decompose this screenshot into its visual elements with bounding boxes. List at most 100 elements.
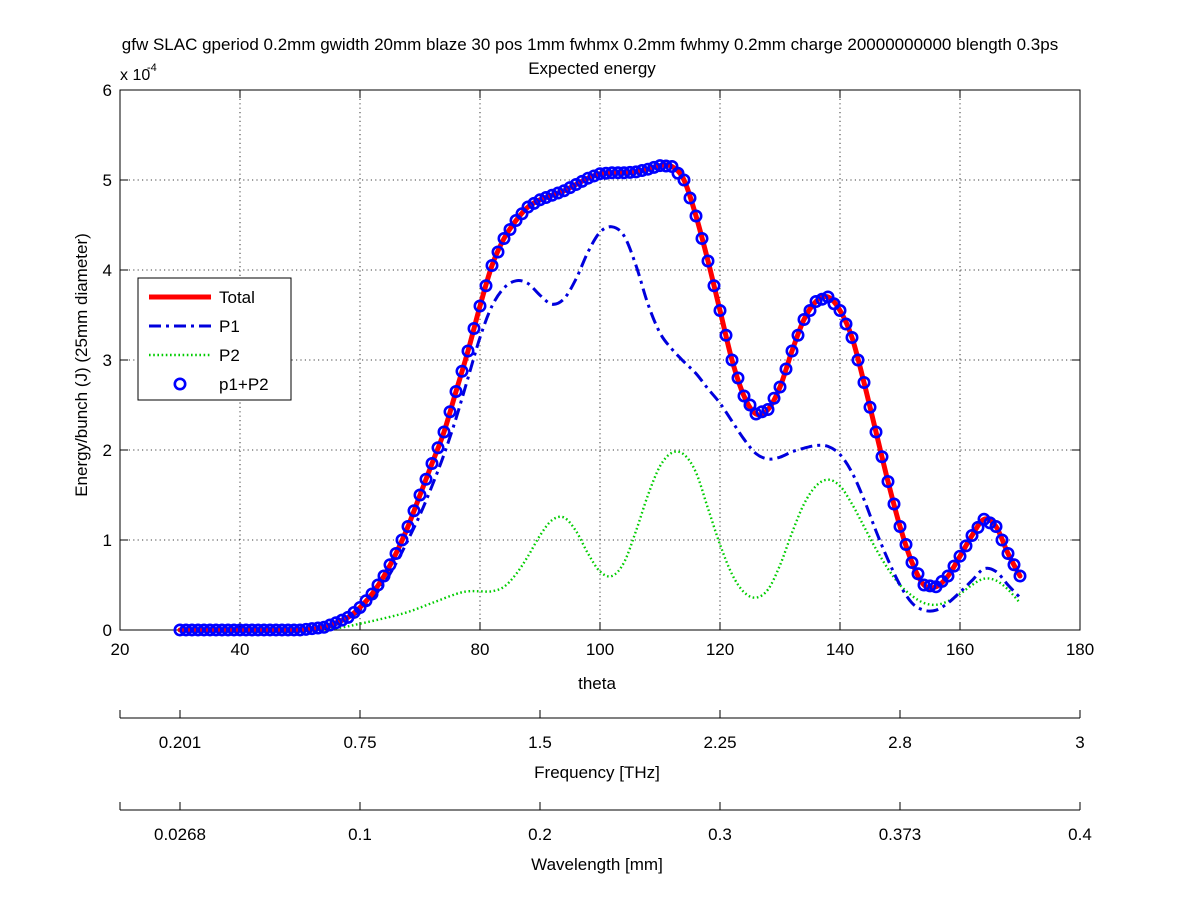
data-point-marker	[653, 159, 667, 173]
data-point-marker	[287, 623, 301, 637]
data-point-marker	[599, 166, 613, 180]
data-point-marker	[299, 622, 313, 636]
data-point-marker	[425, 456, 439, 470]
data-point-marker	[773, 380, 787, 394]
data-point-marker	[833, 303, 847, 317]
axis-ticks: 20 40 60 80 100 120 140 160 180 0 1 2 3 4 5 6	[103, 81, 1095, 659]
secondary-axis-tick-label: 2.25	[703, 733, 736, 752]
data-point-marker	[245, 623, 259, 637]
data-point-marker	[941, 569, 955, 583]
legend: Total P1 P2 p1+P2	[137, 277, 292, 401]
secondary-axis-tick-label: 3	[1075, 733, 1084, 752]
data-point-marker	[743, 398, 757, 412]
series-line-p1	[180, 225, 1022, 632]
data-point-marker	[887, 497, 901, 511]
data-point-marker	[749, 407, 763, 421]
data-point-marker	[659, 159, 673, 173]
x-tick-label: 20	[111, 640, 130, 659]
legend-label: P1	[219, 317, 240, 336]
data-point-marker	[809, 294, 823, 308]
data-point-marker	[437, 425, 451, 439]
data-point-marker	[611, 166, 625, 180]
data-point-marker	[443, 405, 457, 419]
data-point-marker	[965, 528, 979, 542]
x-tick-label: 160	[946, 640, 974, 659]
data-point-marker	[605, 166, 619, 180]
data-point-marker	[323, 618, 337, 632]
secondary-axis-tick-label: 0.4	[1068, 825, 1092, 844]
data-point-marker	[305, 622, 319, 636]
data-point-marker	[695, 232, 709, 246]
secondary-axis-tick-label: 0.373	[879, 825, 922, 844]
y-tick-label: 3	[103, 351, 112, 370]
data-point-marker	[905, 555, 919, 569]
data-point-marker	[1001, 546, 1015, 560]
y-exponent-base: x 10	[120, 67, 150, 84]
data-point-marker	[203, 623, 217, 637]
data-point-marker	[881, 474, 895, 488]
data-point-marker	[923, 579, 937, 593]
data-point-marker	[851, 353, 865, 367]
y-exponent-power: -4	[147, 62, 157, 74]
data-point-marker	[227, 623, 241, 637]
x-tick-label: 60	[351, 640, 370, 659]
data-point-marker	[449, 384, 463, 398]
data-point-marker	[401, 519, 415, 533]
x-axis-label: theta	[578, 674, 616, 693]
chart-title: gfw SLAC gperiod 0.2mm gwidth 20mm blaze…	[122, 35, 1058, 54]
data-point-marker	[863, 400, 877, 414]
data-point-marker	[797, 312, 811, 326]
legend-marker	[173, 377, 187, 391]
data-point-marker	[845, 330, 859, 344]
x-tick-label: 80	[471, 640, 490, 659]
secondary-axis-tick-label: 1.5	[528, 733, 552, 752]
data-point-marker	[971, 520, 985, 534]
data-point-marker	[293, 623, 307, 637]
data-point-marker	[269, 623, 283, 637]
y-tick-label: 1	[103, 531, 112, 550]
data-point-marker	[329, 616, 343, 630]
data-point-marker	[215, 623, 229, 637]
data-point-marker	[893, 519, 907, 533]
data-point-marker	[911, 567, 925, 581]
x-tick-label: 100	[586, 640, 614, 659]
data-point-marker	[839, 317, 853, 331]
data-point-marker	[275, 623, 289, 637]
data-point-marker	[707, 279, 721, 293]
y-tick-label: 5	[103, 171, 112, 190]
data-point-marker	[533, 193, 547, 207]
data-point-marker	[899, 537, 913, 551]
data-point-marker	[815, 292, 829, 306]
data-point-marker	[953, 549, 967, 563]
y-exponent-label: x 10 -4	[120, 62, 157, 84]
data-point-marker	[197, 623, 211, 637]
secondary-axis-tick-label: 0.201	[159, 733, 202, 752]
data-point-marker	[737, 389, 751, 403]
data-point-marker	[191, 623, 205, 637]
data-point-marker	[281, 623, 295, 637]
series-line-total	[177, 162, 1023, 633]
legend-label: Total	[219, 288, 255, 307]
series-line-p2	[179, 450, 1021, 632]
data-point-marker	[701, 254, 715, 268]
data-point-marker	[635, 164, 649, 178]
data-point-marker	[473, 299, 487, 313]
data-point-marker	[467, 321, 481, 335]
chart-subtitle: Expected energy	[528, 59, 656, 78]
data-point-marker	[761, 402, 775, 416]
data-point-marker	[503, 223, 517, 237]
data-point-marker	[719, 328, 733, 342]
data-point-marker	[383, 558, 397, 572]
data-point-marker	[731, 371, 745, 385]
data-point-marker	[755, 405, 769, 419]
data-point-marker	[479, 279, 493, 293]
data-point-marker	[173, 623, 187, 637]
data-point-marker	[263, 623, 277, 637]
data-point-marker	[917, 578, 931, 592]
data-point-marker	[647, 160, 661, 174]
data-point-marker	[335, 613, 349, 627]
data-point-marker	[725, 353, 739, 367]
data-point-marker	[233, 623, 247, 637]
data-point-marker	[371, 578, 385, 592]
secondary-axis-label: Frequency [THz]	[534, 763, 660, 782]
